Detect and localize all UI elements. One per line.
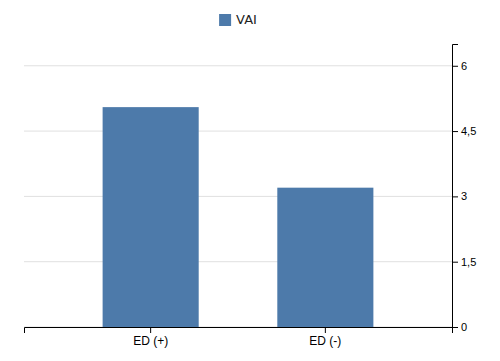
y-tick-label: 3 [461, 190, 467, 202]
grid-line [24, 65, 452, 66]
y-tick-mark [452, 131, 458, 132]
x-tick: ED (+) [133, 327, 168, 348]
x-axis: ED (+) ED (-) [25, 327, 453, 348]
legend-label: VAI [236, 12, 257, 27]
y-axis: 0 1,5 3 4,5 6 [452, 45, 476, 334]
y-tick: 6 [452, 60, 467, 72]
grid-line [24, 196, 452, 197]
legend: VAI [219, 12, 257, 27]
y-tick: 1,5 [452, 256, 476, 268]
y-tick-mark [452, 66, 458, 67]
grid [24, 66, 452, 327]
y-tick-mark [452, 262, 458, 263]
y-tick: 0 [452, 321, 467, 333]
plot: ED (+) ED (-) 0 1,5 3 4,5 6 [24, 45, 476, 348]
bars [103, 107, 374, 327]
y-tick: 3 [452, 190, 467, 202]
y-tick-label: 0 [461, 321, 467, 333]
y-tick-label: 4,5 [461, 125, 476, 137]
x-tick: ED (-) [309, 327, 341, 348]
x-tick-mark [150, 327, 151, 333]
x-tick-mark [325, 327, 326, 333]
legend-swatch [219, 14, 231, 26]
y-tick-label: 6 [461, 60, 467, 72]
x-tick-label: ED (-) [309, 334, 341, 348]
grid-line [24, 131, 452, 132]
bar [103, 107, 199, 327]
y-tick-mark [452, 196, 458, 197]
y-axis-line [453, 45, 459, 328]
bar [277, 188, 373, 327]
x-tick-label: ED (+) [133, 334, 168, 348]
x-axis-line [25, 328, 453, 334]
legend-item: VAI [219, 12, 257, 27]
y-tick: 4,5 [452, 125, 476, 137]
y-tick-mark [452, 327, 458, 328]
y-tick-label: 1,5 [461, 256, 476, 268]
chart: ED (+) ED (-) 0 1,5 3 4,5 6 VAI [0, 0, 500, 361]
grid-line [24, 261, 452, 262]
